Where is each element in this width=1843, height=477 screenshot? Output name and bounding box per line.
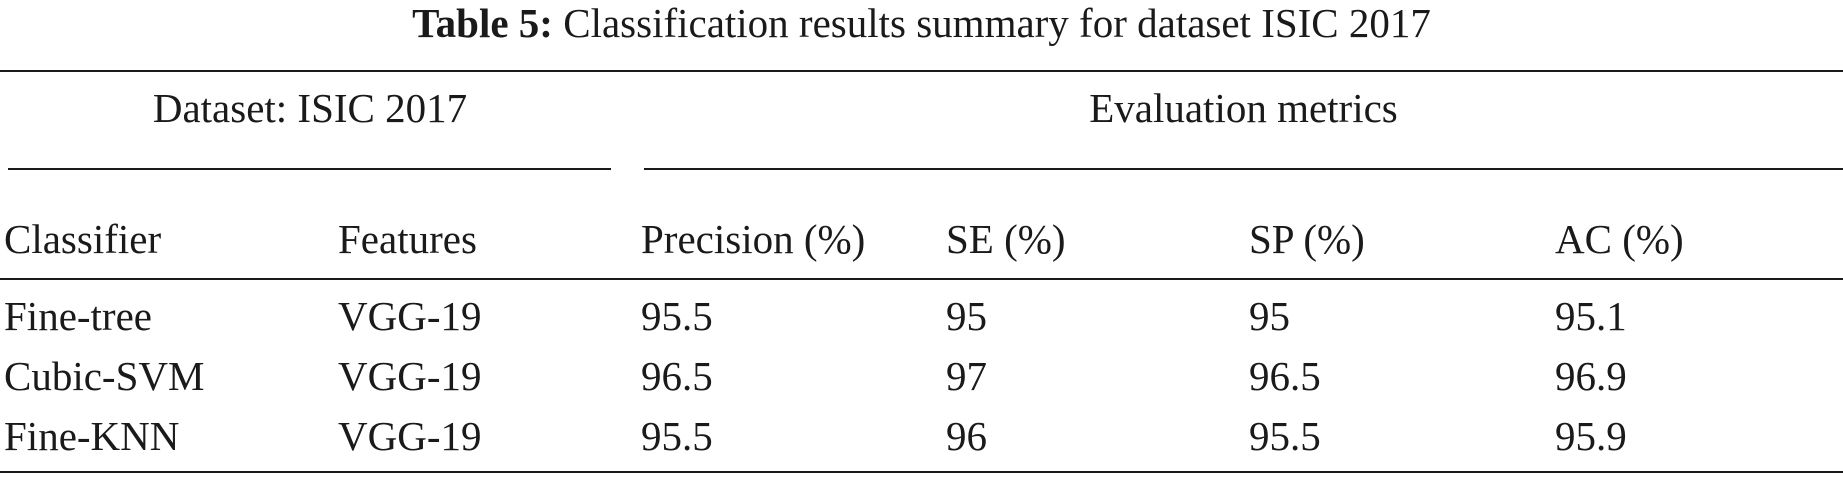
- column-header-ac: AC (%): [1555, 216, 1684, 262]
- cell-se: 95: [946, 293, 987, 339]
- cell-features: VGG-19: [338, 293, 482, 339]
- column-header-precision: Precision (%): [641, 216, 866, 262]
- cell-precision: 95.5: [641, 293, 713, 339]
- cell-precision: 96.5: [641, 353, 713, 399]
- cell-features: VGG-19: [338, 353, 482, 399]
- cell-sp: 95.5: [1249, 413, 1321, 459]
- cell-ac: 96.9: [1555, 353, 1627, 399]
- table-caption: Table 5: Classification results summary …: [0, 0, 1843, 46]
- cell-ac: 95.9: [1555, 413, 1627, 459]
- cell-classifier: Cubic-SVM: [4, 353, 205, 399]
- table-caption-text: Classification results summary for datas…: [563, 0, 1431, 46]
- cell-sp: 96.5: [1249, 353, 1321, 399]
- column-header-classifier: Classifier: [4, 216, 162, 262]
- cell-se: 96: [946, 413, 987, 459]
- column-header-sp: SP (%): [1249, 216, 1365, 262]
- cell-sp: 95: [1249, 293, 1290, 339]
- group-header-dataset: Dataset: ISIC 2017: [152, 85, 468, 131]
- table-bottom-rule: [0, 471, 1843, 473]
- cell-classifier: Fine-KNN: [4, 413, 180, 459]
- cell-features: VGG-19: [338, 413, 482, 459]
- column-header-se: SE (%): [946, 216, 1066, 262]
- column-header-features: Features: [338, 216, 477, 262]
- cell-se: 97: [946, 353, 987, 399]
- group-header-metrics: Evaluation metrics: [1089, 85, 1398, 131]
- table-top-rule: [0, 70, 1843, 72]
- cell-ac: 95.1: [1555, 293, 1627, 339]
- table-caption-label: Table 5:: [412, 0, 553, 46]
- table-header-rule: [0, 278, 1843, 280]
- cell-classifier: Fine-tree: [4, 293, 152, 339]
- cell-precision: 95.5: [641, 413, 713, 459]
- group-rule-metrics: [644, 168, 1843, 170]
- group-rule-dataset: [8, 168, 611, 170]
